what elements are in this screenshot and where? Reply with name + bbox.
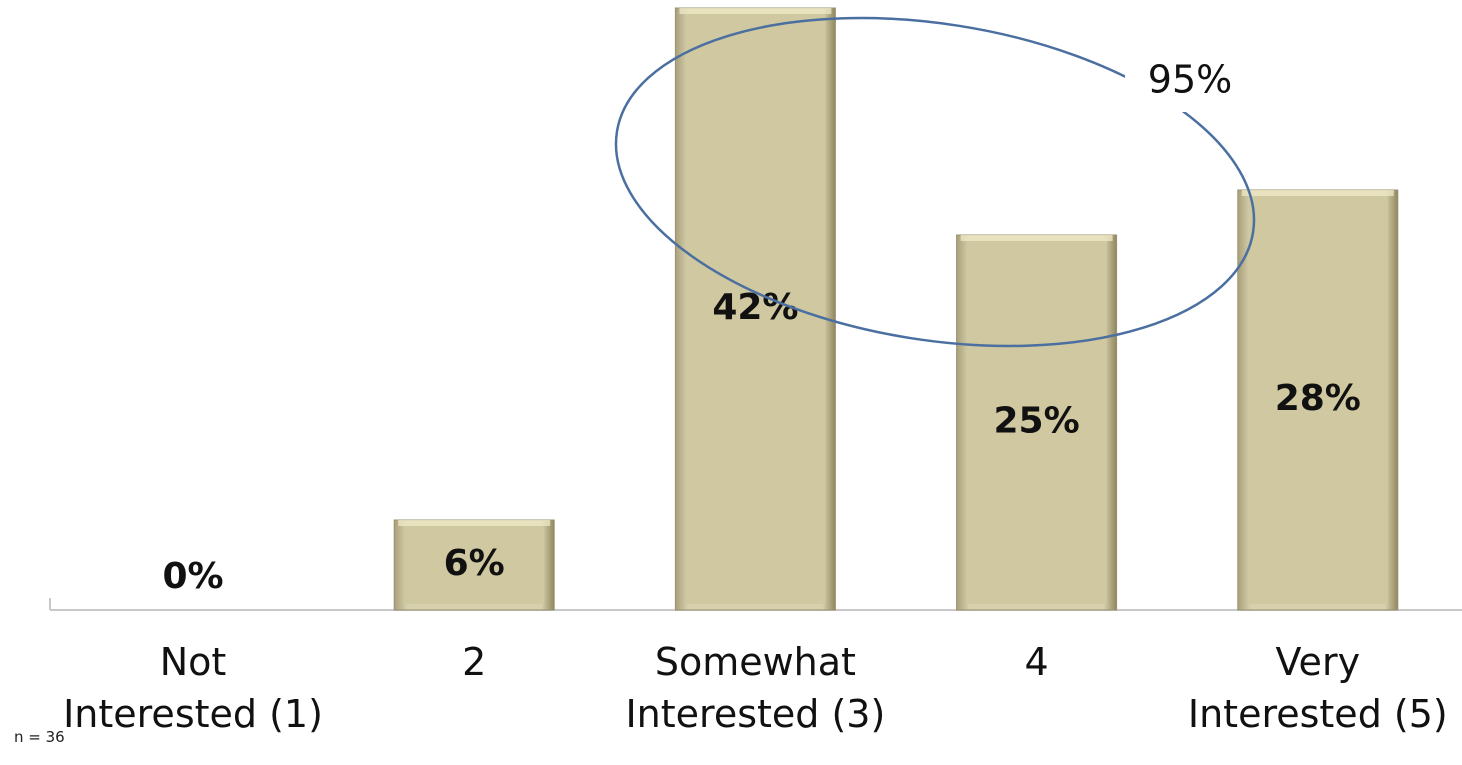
bar-bevel bbox=[398, 520, 551, 526]
annotation-bg bbox=[1125, 50, 1255, 112]
bar-bevel bbox=[1241, 190, 1394, 196]
value-label: 28% bbox=[1275, 378, 1361, 419]
bar-face bbox=[404, 526, 545, 604]
x-tick-label: 2 bbox=[462, 640, 487, 684]
sample-note: n = 36 bbox=[14, 728, 65, 746]
value-label: 25% bbox=[994, 401, 1080, 442]
x-tick-label: Somewhat Interested (3) bbox=[625, 640, 886, 736]
value-label: 42% bbox=[712, 287, 798, 328]
bar-bevel bbox=[960, 235, 1113, 241]
highlight-ellipse bbox=[614, 16, 1256, 348]
x-tick-label: Very Interested (5) bbox=[1187, 640, 1448, 736]
bar-bevel bbox=[679, 8, 832, 14]
annotation: 95% bbox=[1148, 58, 1232, 102]
value-label: 6% bbox=[444, 543, 505, 584]
bar-face bbox=[1247, 196, 1388, 604]
bar-face bbox=[966, 241, 1107, 604]
value-label: 0% bbox=[162, 556, 223, 597]
x-tick-label: Not Interested (1) bbox=[63, 640, 323, 736]
bar-face bbox=[685, 14, 826, 604]
x-tick-label: 4 bbox=[1024, 640, 1049, 684]
